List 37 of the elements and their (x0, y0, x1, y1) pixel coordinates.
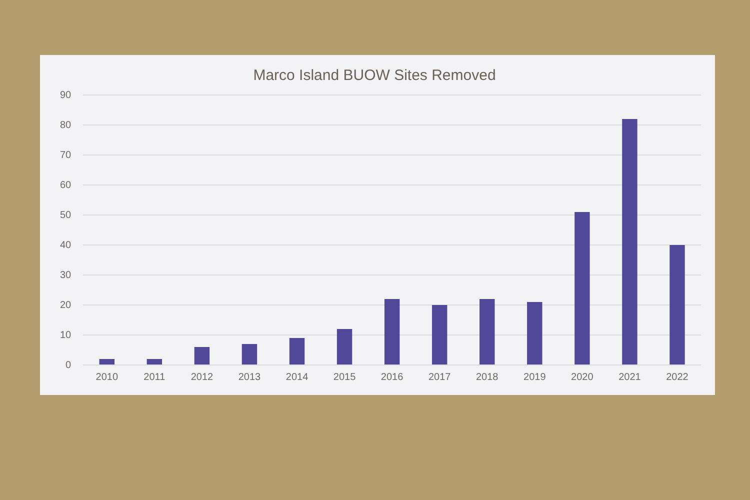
y-tick-label: 70 (60, 150, 72, 161)
x-tick-label: 2017 (428, 372, 452, 383)
y-tick-label: 80 (60, 120, 72, 131)
y-tick-label: 50 (60, 210, 72, 221)
bar (670, 245, 685, 364)
bar (384, 299, 400, 364)
x-tick-label: 2022 (666, 372, 689, 383)
bar (480, 299, 495, 364)
bar (574, 212, 590, 364)
bar (622, 119, 638, 364)
x-tick-label: 2020 (571, 372, 594, 383)
y-tick-label: 90 (60, 90, 72, 101)
bar (432, 305, 448, 364)
bar (289, 338, 305, 364)
x-tick-label: 2015 (333, 372, 356, 383)
bar (336, 329, 352, 364)
x-tick-label: 2011 (144, 372, 166, 383)
y-tick-label: 40 (60, 240, 72, 251)
x-tick-label: 2010 (96, 372, 118, 383)
bar (146, 359, 162, 364)
x-tick-label: 2019 (524, 372, 546, 383)
y-tick-label: 20 (60, 300, 72, 311)
x-tick-label: 2016 (380, 372, 404, 383)
bar (527, 302, 542, 364)
bar (242, 344, 258, 364)
x-tick-label: 2012 (190, 372, 214, 383)
y-tick-label: 10 (60, 330, 72, 341)
x-tick-label: 2014 (286, 372, 309, 383)
y-tick-label: 0 (66, 360, 72, 371)
chart-title: Marco Island BUOW Sites Removed (253, 67, 496, 84)
y-tick-label: 30 (60, 270, 72, 281)
bar (99, 359, 114, 364)
x-tick-label: 2013 (238, 372, 262, 383)
y-tick-label: 60 (60, 180, 72, 191)
x-tick-label: 2018 (476, 372, 499, 383)
x-tick-label: 2021 (618, 372, 642, 383)
bar (194, 347, 210, 364)
